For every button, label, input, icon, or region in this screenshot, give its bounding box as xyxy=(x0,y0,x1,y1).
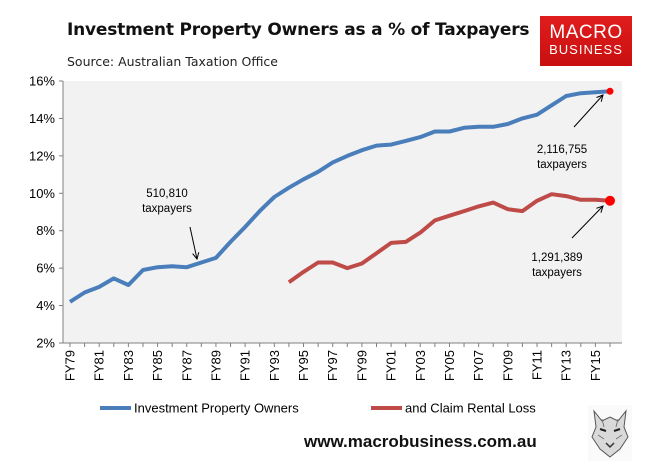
x-tick-label: FY93 xyxy=(267,350,282,381)
annotation-value: 1,291,389 xyxy=(531,252,582,264)
website-url: www.macrobusiness.com.au xyxy=(304,432,537,451)
x-tick-label: FY89 xyxy=(208,350,223,381)
annotation-label: taxpayers xyxy=(532,267,582,279)
y-tick-label: 4% xyxy=(36,298,55,313)
annotation-arrowhead xyxy=(192,252,200,261)
x-tick-label: FY15 xyxy=(588,350,603,381)
x-tick-label: FY13 xyxy=(559,350,574,381)
x-tick-label: FY03 xyxy=(413,350,428,381)
series-1-end-dot xyxy=(606,87,614,95)
annotation-label: taxpayers xyxy=(537,159,587,171)
y-tick-label: 10% xyxy=(29,186,55,201)
plot-area xyxy=(63,81,622,343)
x-tick-label: FY01 xyxy=(384,350,399,381)
x-ticks: FY79 FY81 FY83 FY85 FY87 FY89 FY91 FY93 FY95 FY97… xyxy=(63,343,611,381)
series-line-2 xyxy=(287,192,611,284)
y-tick-label: 14% xyxy=(29,111,55,126)
annotations: 510,810 taxpayers 2,116,755 taxpayers 1,291,… xyxy=(142,87,615,279)
y-tick-label: 16% xyxy=(29,74,55,89)
series-lines xyxy=(68,89,611,304)
x-tick-label: FY91 xyxy=(238,350,253,381)
legend: Investment Property Owners and Claim Rent… xyxy=(100,401,536,416)
y-tick-label: 8% xyxy=(36,223,55,238)
x-tick-label: FY83 xyxy=(121,350,136,381)
macrobusiness-logo: MACRO BUSINESS xyxy=(540,16,632,66)
x-tick-label: FY95 xyxy=(296,350,311,381)
legend-label-2: and Claim Rental Loss xyxy=(405,401,536,416)
annotation-arrowhead xyxy=(596,94,604,102)
x-tick-label: FY11 xyxy=(530,350,545,380)
x-tick-label: FY05 xyxy=(442,350,457,381)
y-tick-label: 6% xyxy=(36,261,55,276)
annotation-arrow xyxy=(573,94,604,128)
x-tick-label: FY09 xyxy=(500,350,515,381)
annotation-value: 2,116,755 xyxy=(537,144,587,156)
annotation-arrow xyxy=(189,226,198,260)
chart-title: Investment Property Owners as a % of Tax… xyxy=(67,20,530,40)
x-tick-label: FY79 xyxy=(63,350,78,381)
y-tick-label: 2% xyxy=(36,336,55,351)
annotation-label: taxpayers xyxy=(142,203,192,215)
legend-label-1: Investment Property Owners xyxy=(134,401,299,416)
x-tick-label: FY85 xyxy=(150,350,165,381)
x-tick-label: FY99 xyxy=(354,350,369,381)
series-line-1 xyxy=(68,89,611,304)
x-tick-label: FY87 xyxy=(179,350,194,381)
logo-line2: BUSINESS xyxy=(549,42,623,57)
annotation-value: 510,810 xyxy=(146,188,188,200)
wolf-mascot-icon xyxy=(588,405,632,461)
x-tick-label: FY07 xyxy=(471,350,486,381)
chart-subtitle: Source: Australian Taxation Office xyxy=(67,54,278,69)
annotation-arrow xyxy=(571,205,604,239)
logo-line1: MACRO xyxy=(549,22,623,43)
series-2-end-dot xyxy=(605,195,615,206)
y-ticks: 2% 4% 6% 8% 10% 12% 14% 16% xyxy=(29,74,63,351)
x-tick-label: FY97 xyxy=(325,350,340,381)
annotation-arrowhead xyxy=(596,205,604,213)
y-tick-label: 12% xyxy=(29,148,55,163)
x-tick-label: FY81 xyxy=(92,350,107,381)
